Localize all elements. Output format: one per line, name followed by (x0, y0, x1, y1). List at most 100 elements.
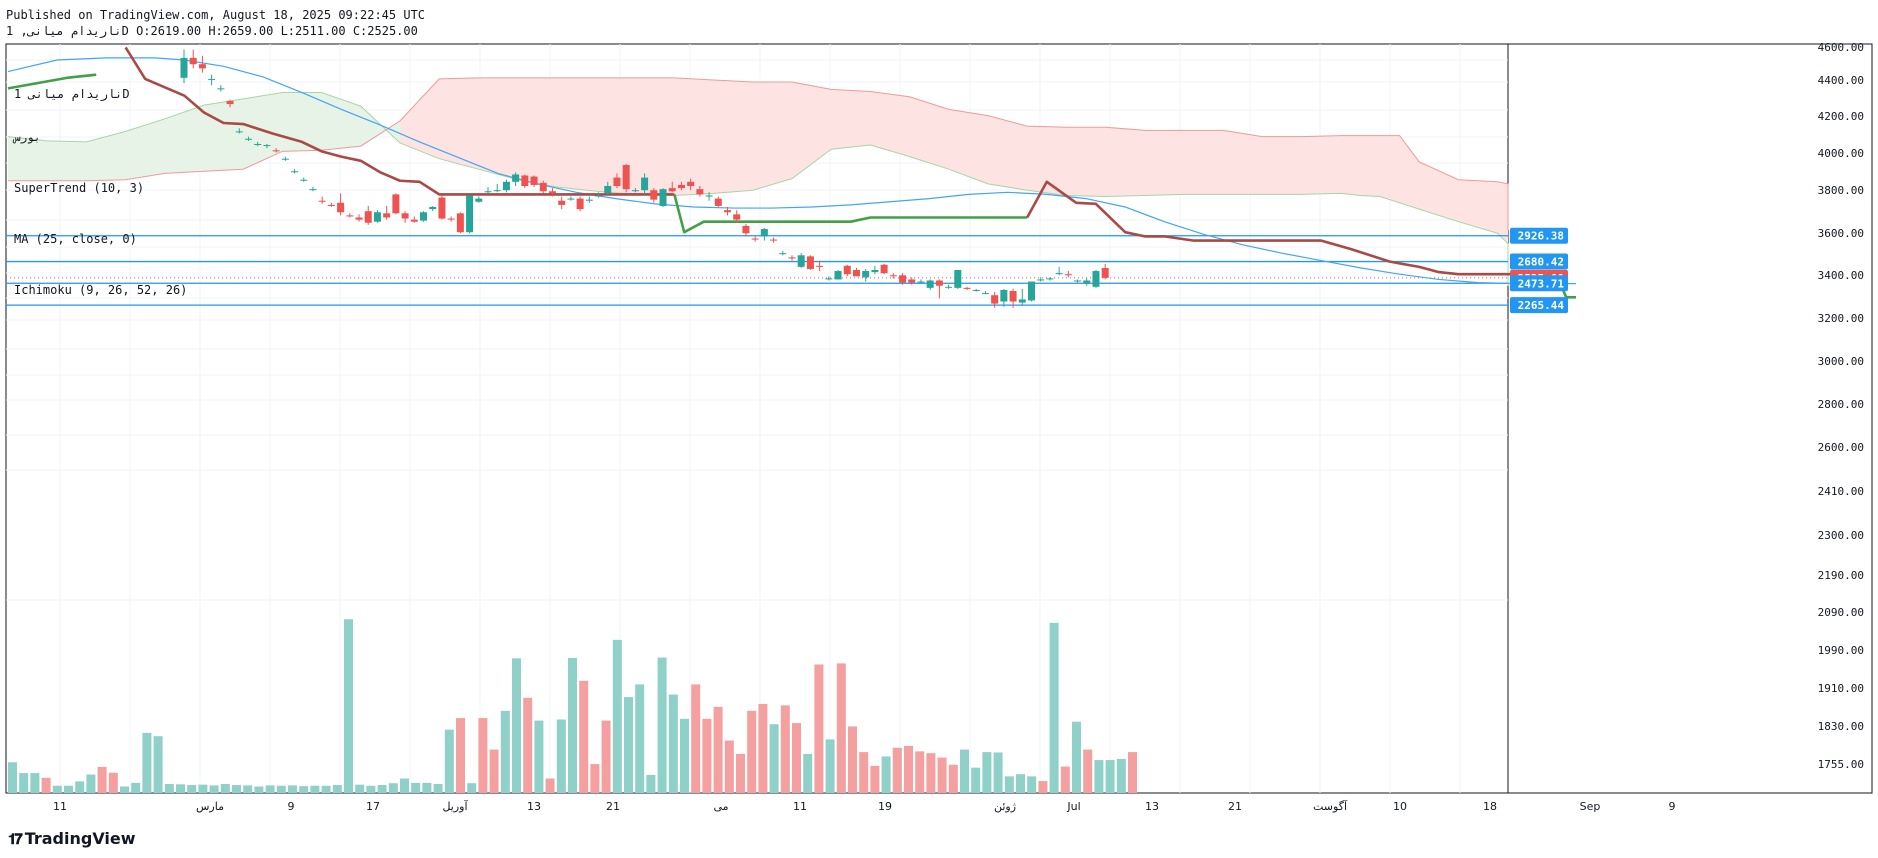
moving-average-line (7, 57, 1576, 285)
candle-body (963, 287, 971, 289)
candle-bullish (604, 181, 612, 195)
candle-bullish (244, 136, 252, 141)
volume-bar (1060, 766, 1070, 793)
candle-body (760, 229, 768, 237)
time-axis-label: آگوست (1313, 799, 1348, 813)
candle-bearish (677, 181, 685, 191)
volume-bar (153, 736, 163, 793)
price-badge-bg (1510, 227, 1568, 244)
volume-bar (131, 782, 141, 793)
candle-bearish (668, 181, 676, 193)
candle-bearish (751, 236, 759, 242)
candle-bullish (1046, 277, 1054, 281)
volume-bar (881, 756, 891, 793)
volume-bar (579, 680, 589, 793)
volume-bar (534, 720, 544, 793)
candle-bullish (263, 144, 271, 149)
candle-body (456, 213, 464, 233)
time-axis-label: 11 (793, 800, 807, 813)
tradingview-logo[interactable]: 𝟏𝟕 TradingView (8, 829, 136, 848)
candle-bearish (383, 205, 391, 220)
volume-bar (747, 710, 757, 793)
candle-bullish (926, 279, 934, 290)
volume-bar (108, 772, 118, 793)
interval: 1D (6, 24, 129, 38)
volume-bar (52, 785, 62, 793)
candle-bullish (779, 251, 787, 256)
volume-bar (176, 784, 185, 793)
legend-ma[interactable]: MA (25, close, 0) (14, 232, 137, 246)
candle-body (392, 194, 400, 214)
candle-bullish (797, 253, 805, 268)
candle-bearish (908, 277, 916, 285)
candle-body (613, 177, 621, 186)
time-axis-label: 19 (878, 800, 892, 813)
candle-body (401, 213, 409, 219)
candle-body (254, 144, 262, 145)
publish-header: Published on TradingView.com, August 18,… (6, 8, 426, 38)
volume-bar (736, 753, 745, 793)
candle-bullish (1074, 279, 1082, 283)
candle-bearish (880, 263, 888, 275)
candle-body (235, 131, 243, 133)
volume-bar (254, 786, 264, 793)
volume-bar (870, 765, 880, 793)
candle-bullish (917, 279, 925, 284)
price-axis-label: 3000.00 (1818, 355, 1864, 368)
candle-bearish (852, 267, 860, 277)
volume-bar (702, 718, 712, 793)
candle-bullish (862, 268, 870, 282)
candle-bullish (373, 210, 381, 223)
candle-bullish (512, 172, 520, 186)
candle-body (595, 195, 603, 197)
candle-body (226, 100, 234, 105)
time-axis-label: ژوئن (994, 800, 1016, 813)
candle-bearish (770, 237, 778, 243)
candle-body (300, 179, 308, 181)
candle-body (604, 186, 612, 194)
candle-bearish (539, 180, 547, 194)
candle-bearish (530, 175, 538, 188)
candle-bearish (447, 216, 455, 222)
candle-body (567, 198, 575, 200)
candle-bearish (576, 196, 584, 212)
candle-body (926, 280, 934, 288)
volume-bar (993, 752, 1003, 793)
candle-bearish (355, 214, 363, 222)
candle-bullish (235, 128, 243, 134)
time-axis-label: Jul (1066, 800, 1080, 813)
candle-body (945, 286, 953, 288)
time-axis-label: 9 (1669, 800, 1676, 813)
volume-bar (523, 697, 533, 793)
candle-body (991, 295, 999, 304)
time-axis-label: آوریل (442, 799, 468, 813)
volume-bar (30, 773, 40, 793)
candle-body (548, 191, 556, 194)
candle-bullish (208, 74, 216, 86)
volume-bar (982, 752, 992, 793)
supertrend-up-line (673, 194, 1028, 234)
volume-bar (769, 724, 779, 793)
legend-supertrend[interactable]: SuperTrend (10, 3) (14, 181, 145, 195)
candle-body (272, 150, 280, 152)
volume-bar (467, 783, 477, 793)
candle-body (1083, 280, 1091, 284)
legend-ichimoku[interactable]: Ichimoku (9, 26, 52, 26) (14, 283, 188, 297)
candle-body (521, 175, 529, 186)
volume-bar (1094, 760, 1104, 793)
volume-bar (232, 785, 241, 793)
candle-bearish (963, 286, 971, 290)
volume-bar (568, 657, 577, 793)
price-axis-label: 1830.00 (1818, 720, 1864, 733)
volume-bar (120, 786, 129, 793)
candle-body (705, 195, 713, 197)
candle-body (659, 189, 667, 206)
volume-bar (265, 785, 275, 793)
ichimoku-cloud-bullish (8, 92, 400, 181)
ichimoku-span-a (7, 92, 1509, 286)
candle-body (972, 289, 980, 291)
candle-body (355, 217, 363, 220)
price-axis-label: 1755.00 (1818, 758, 1864, 771)
volume-bar (1105, 760, 1115, 793)
